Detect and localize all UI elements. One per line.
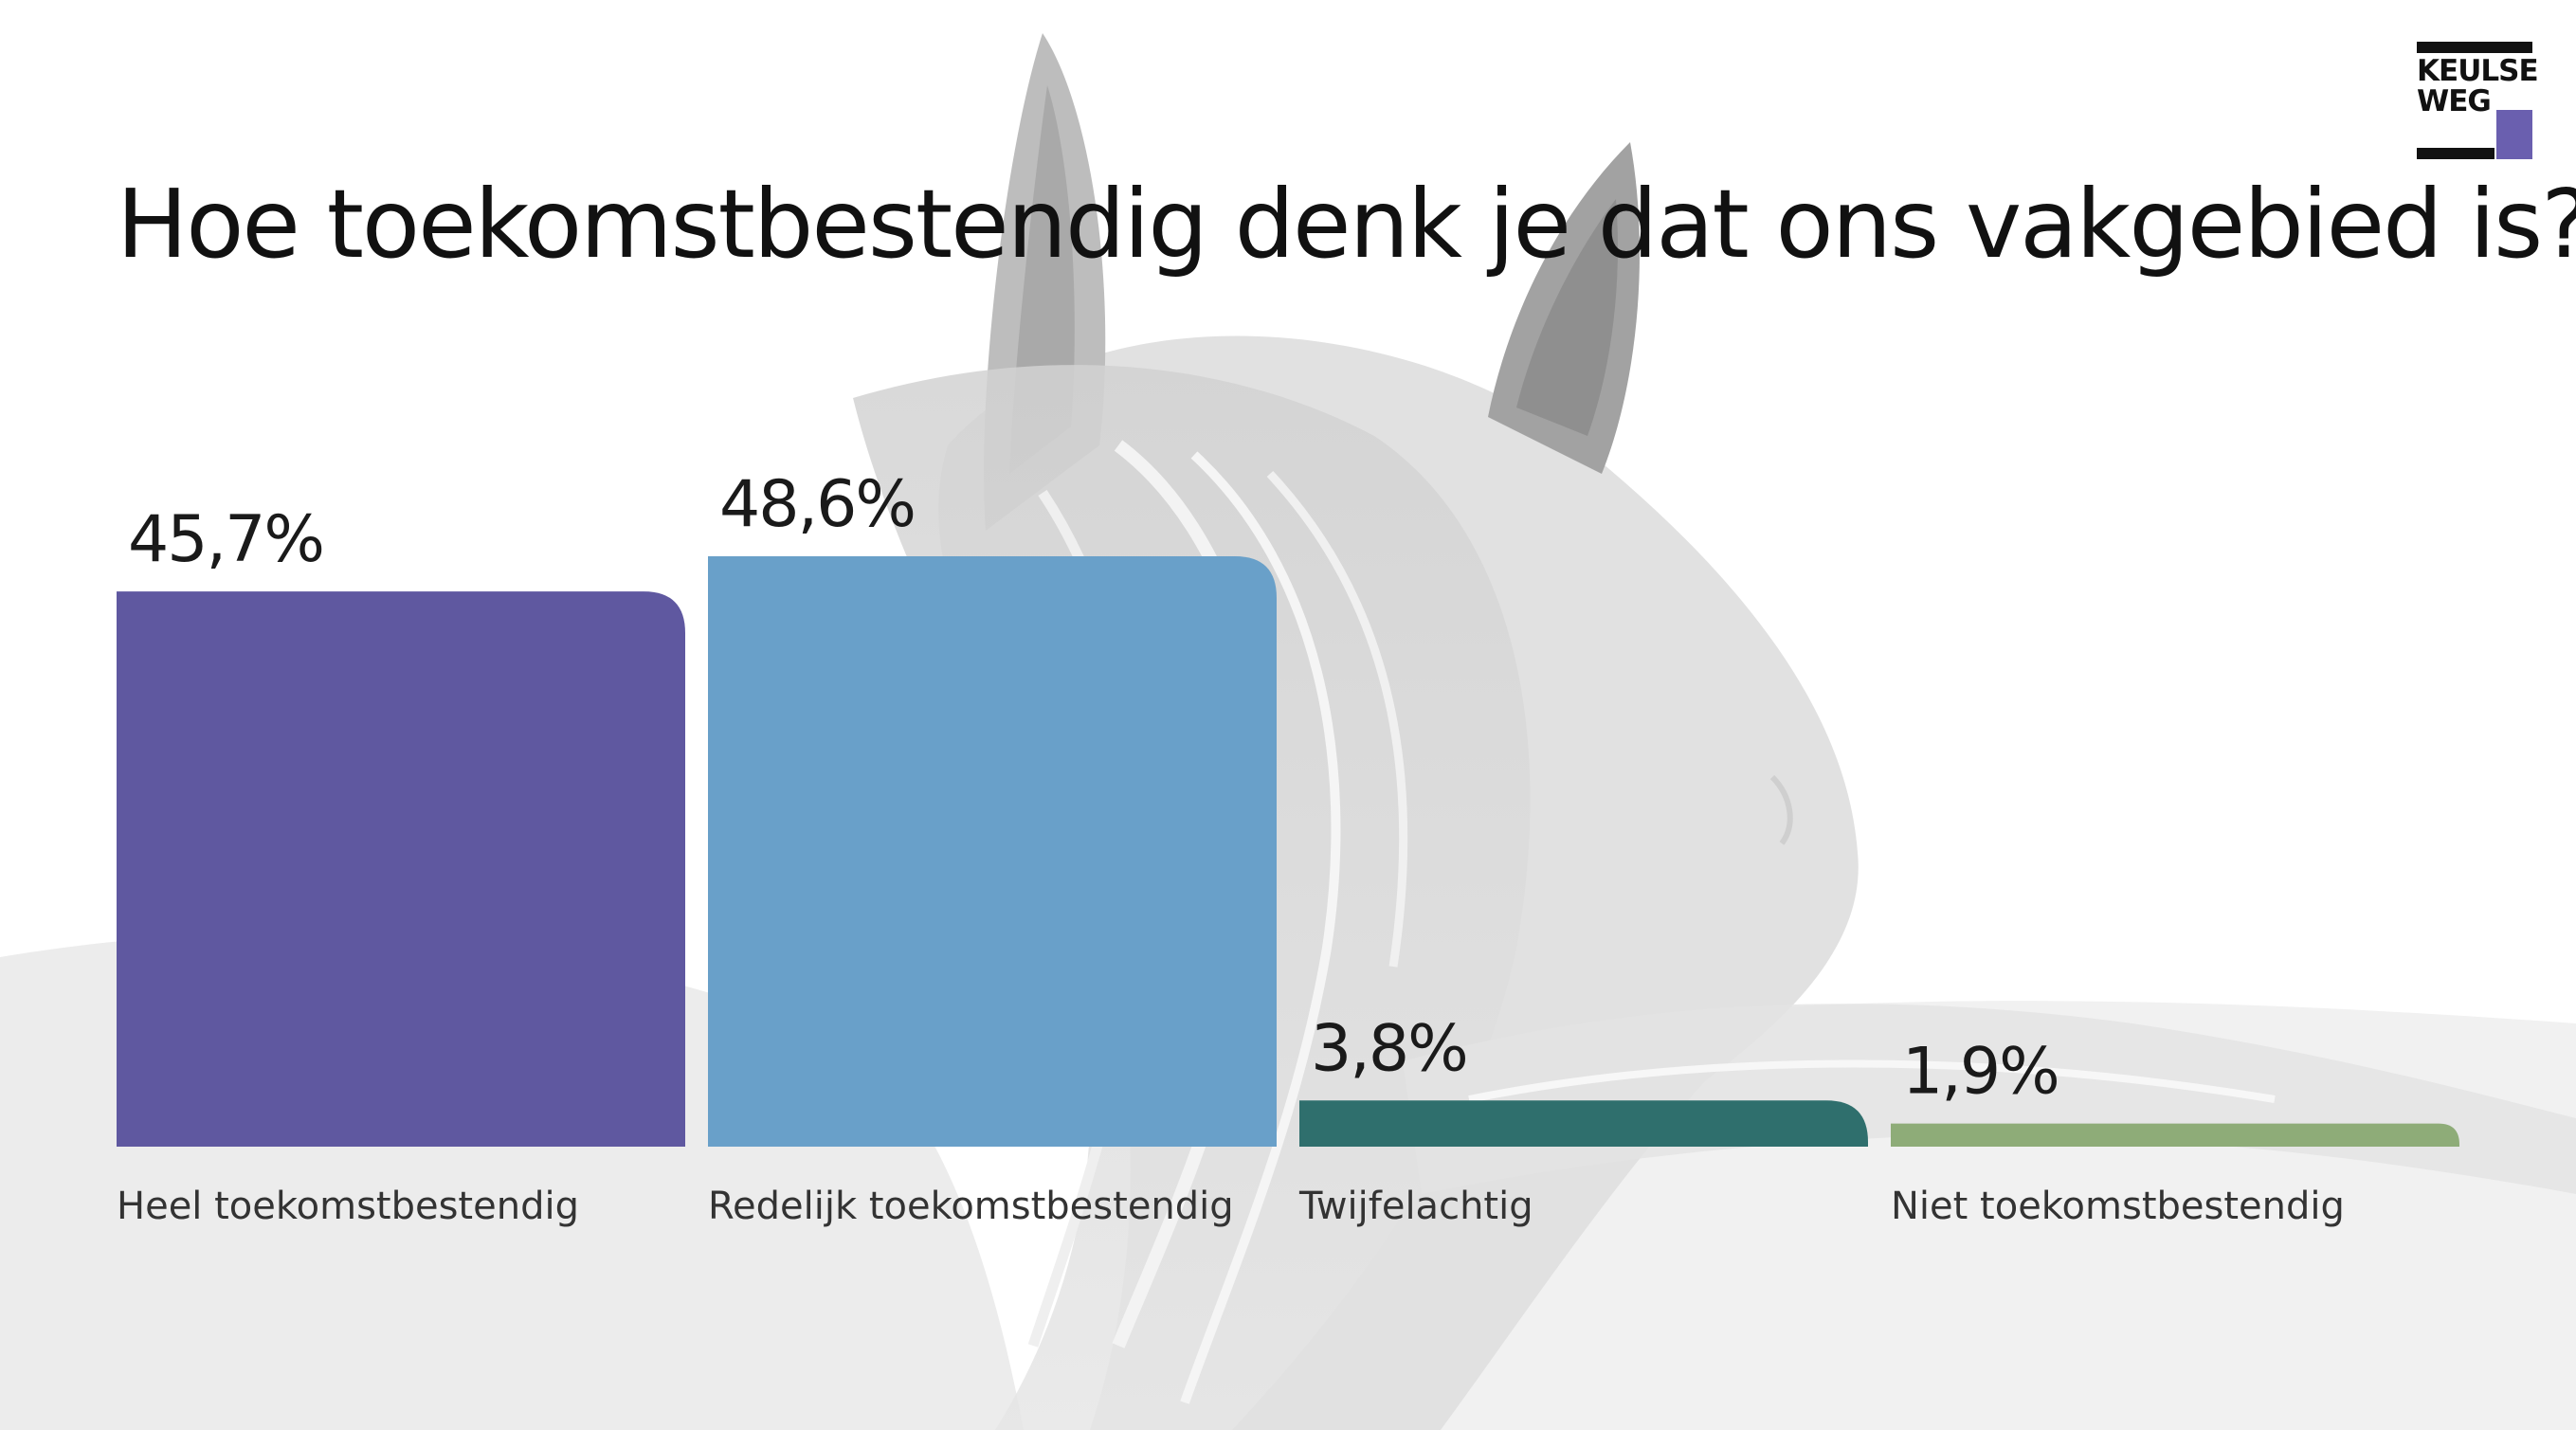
category-label-3: Twijfelachtig bbox=[1298, 1185, 1533, 1228]
logo-top-bar bbox=[2417, 42, 2532, 53]
bar-2 bbox=[708, 556, 1277, 1147]
value-label-4: 1,9% bbox=[1902, 1035, 2059, 1110]
value-label-2: 48,6% bbox=[719, 467, 915, 542]
logo-text-line1: KEULSE bbox=[2417, 54, 2539, 88]
category-label-2: Redelijk toekomstbestendig bbox=[708, 1185, 1234, 1228]
chart-title: Hoe toekomstbestendig denk je dat ons va… bbox=[117, 169, 2576, 280]
value-label-1: 45,7% bbox=[128, 502, 323, 577]
logo-accent-square bbox=[2496, 110, 2532, 159]
category-label-1: Heel toekomstbestendig bbox=[117, 1185, 579, 1228]
keulse-weg-logo: KEULSE WEG bbox=[2417, 42, 2539, 159]
bar-3 bbox=[1299, 1100, 1868, 1147]
value-label-3: 3,8% bbox=[1311, 1011, 1467, 1086]
logo-text-line2: WEG bbox=[2417, 84, 2492, 118]
bar-4 bbox=[1891, 1123, 2459, 1147]
bar-1 bbox=[117, 591, 685, 1147]
category-label-4: Niet toekomstbestendig bbox=[1891, 1185, 2345, 1228]
logo-bottom-bar bbox=[2417, 148, 2494, 159]
